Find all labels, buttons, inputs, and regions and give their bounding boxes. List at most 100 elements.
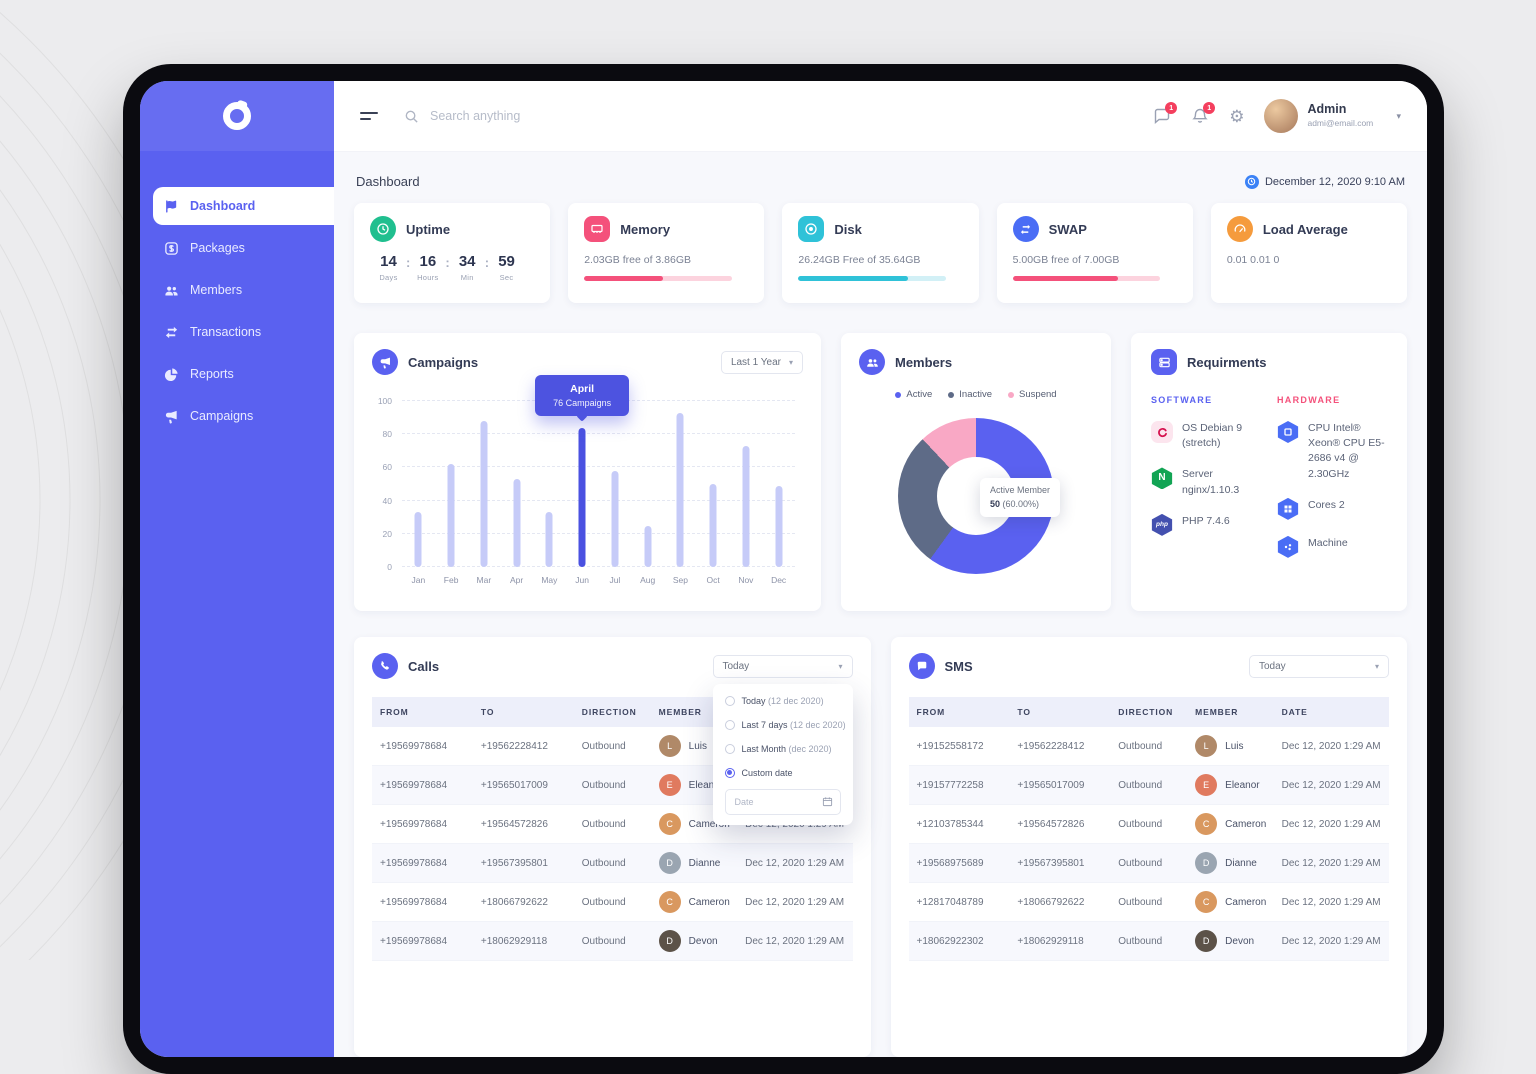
to-cell: +19567395801 <box>1009 843 1111 883</box>
bar-oct[interactable] <box>709 484 717 567</box>
chevron-down-icon: ▾ <box>838 661 843 671</box>
sms-table-row[interactable]: +18062922302 +18062929118 Outbound D Devon De… <box>908 921 1389 961</box>
x-tick-label: Oct <box>706 575 720 585</box>
calls-filter-select[interactable]: Today ▾ <box>712 654 853 678</box>
bar-jun[interactable] <box>578 427 586 567</box>
bar-jan[interactable] <box>414 512 422 567</box>
member-avatar: C <box>1195 813 1218 835</box>
sidebar-item-reports[interactable]: Reports <box>153 355 334 393</box>
radio-icon[interactable] <box>724 695 735 706</box>
dropdown-option-last-7-days[interactable]: Last 7 days (12 dec 2020) <box>713 713 853 737</box>
dropdown-option-last-month[interactable]: Last Month (dec 2020) <box>713 737 853 761</box>
direction-cell: Outbound <box>1110 727 1188 766</box>
phone-icon <box>372 653 398 679</box>
x-tick-label: Apr <box>510 575 524 585</box>
sidebar-item-transactions[interactable]: Transactions <box>153 313 334 351</box>
sms-table-row[interactable]: +19152558172 +19562228412 Outbound L Luis Dec… <box>908 727 1389 766</box>
clock-icon <box>370 216 396 242</box>
date-cell: Dec 12, 2020 1:29 AM <box>737 843 853 883</box>
memory-icon <box>584 216 611 242</box>
transactions-icon <box>165 326 178 338</box>
sms-table-row[interactable]: +19568975689 +19567395801 Outbound D Dianne D… <box>908 843 1389 883</box>
card-title: Members <box>895 354 953 370</box>
bar-aug[interactable] <box>644 525 652 567</box>
from-cell: +18062922302 <box>908 921 1010 961</box>
sms-table: From To Direction Member Date +19152558172 +1… <box>908 697 1389 961</box>
swap-progress <box>1012 276 1161 281</box>
campaigns-filter-select[interactable]: Last 1 Year ▾ <box>720 350 803 374</box>
sidebar-item-label: Transactions <box>190 325 262 339</box>
sidebar-item-dashboard[interactable]: Dashboard <box>153 187 334 225</box>
x-tick-label: Sep <box>672 575 688 585</box>
calls-table-row[interactable]: +19569978684 +18062929118 Outbound D Devon De… <box>372 921 853 961</box>
cpu-icon <box>1277 421 1299 443</box>
swap-icon <box>1012 216 1039 242</box>
from-cell: +19568975689 <box>908 843 1010 883</box>
chat-bubble-icon <box>908 653 935 679</box>
from-cell: +19152558172 <box>908 727 1010 766</box>
direction-cell: Outbound <box>1110 843 1188 883</box>
content: Dashboard December 12, 2020 9:10 AM Upti… <box>334 152 1427 1057</box>
current-datetime: December 12, 2020 9:10 AM <box>1244 174 1405 189</box>
campaigns-plot: April 76 Campaigns 0 20 40 60 80 100 Jan Feb Mar… <box>378 374 795 585</box>
to-cell: +18062929118 <box>1009 921 1111 961</box>
user-email: admi@email.com <box>1307 118 1374 129</box>
direction-cell: Outbound <box>1110 882 1188 922</box>
direction-cell: Outbound <box>1110 804 1188 844</box>
search-input[interactable] <box>428 108 712 124</box>
sidebar-item-campaigns[interactable]: Campaigns <box>153 397 334 435</box>
member-cell: D Devon <box>650 921 738 961</box>
software-heading: Software <box>1151 395 1213 405</box>
radio-icon[interactable] <box>724 719 735 730</box>
user-menu[interactable]: Admin admi@email.com ▾ <box>1264 99 1401 133</box>
notifications-button[interactable]: 1 <box>1191 102 1216 125</box>
campaigns-card: Campaigns Last 1 Year ▾ April 76 Campaign… <box>354 333 821 611</box>
direction-cell: Outbound <box>1110 765 1188 805</box>
card-title: Calls <box>408 658 440 674</box>
member-cell: C Cameron <box>1187 882 1274 922</box>
chevron-down-icon: ▾ <box>1396 110 1401 121</box>
sms-table-row[interactable]: +12817048789 +18066792622 Outbound C Cameron… <box>908 882 1389 922</box>
sidebar-item-members[interactable]: Members <box>153 271 334 309</box>
menu-toggle-icon[interactable] <box>360 108 378 124</box>
dropdown-option-custom-date[interactable]: Custom date <box>713 761 853 785</box>
sidebar-item-packages[interactable]: Packages <box>153 229 334 267</box>
radio-icon[interactable] <box>724 743 735 754</box>
sms-filter-select[interactable]: Today ▾ <box>1249 654 1389 678</box>
memory-progress <box>584 276 732 281</box>
member-avatar: D <box>658 852 681 874</box>
members-card: Members Active Inactive Suspend Active M… <box>841 333 1111 611</box>
column-header-from: From <box>908 697 1010 727</box>
search-bar <box>404 108 1153 124</box>
direction-cell: Outbound <box>573 921 651 961</box>
calls-table-row[interactable]: +19569978684 +19567395801 Outbound D Dianne D… <box>372 843 853 883</box>
direction-cell: Outbound <box>573 804 651 844</box>
bar-sep[interactable] <box>676 412 684 567</box>
sms-table-row[interactable]: +19157772258 +19565017009 Outbound E Eleanor… <box>908 765 1389 805</box>
bar-mar[interactable] <box>480 420 488 567</box>
brand-logo[interactable] <box>223 102 251 130</box>
megaphone-icon <box>372 349 398 375</box>
bar-feb[interactable] <box>447 464 455 567</box>
bar-dec[interactable] <box>775 485 783 567</box>
custom-date-field[interactable] <box>724 788 841 815</box>
calls-table-row[interactable]: +19569978684 +18066792622 Outbound C Cameron… <box>372 882 853 922</box>
bar-may[interactable] <box>545 512 553 567</box>
messages-button[interactable]: 1 <box>1153 102 1178 125</box>
requirement-item: php PHP 7.4.6 <box>1151 513 1261 536</box>
bar-nov[interactable] <box>742 445 750 567</box>
bar-jul[interactable] <box>611 470 619 567</box>
dropdown-option-today[interactable]: Today (12 dec 2020) <box>713 689 853 713</box>
radio-icon[interactable] <box>724 767 735 778</box>
member-avatar: D <box>658 930 681 952</box>
member-cell: C Cameron <box>1187 804 1274 844</box>
member-cell: L Luis <box>1187 727 1274 766</box>
date-input[interactable] <box>732 795 815 808</box>
member-avatar: D <box>1195 930 1218 952</box>
bar-apr[interactable] <box>513 479 521 567</box>
php-icon: php <box>1151 513 1173 536</box>
sms-table-row[interactable]: +12103785344 +19564572826 Outbound C Cameron… <box>908 804 1389 844</box>
stat-title: Uptime <box>406 221 451 237</box>
member-avatar: C <box>658 891 681 913</box>
settings-gear-icon[interactable]: ⚙ <box>1229 106 1245 126</box>
